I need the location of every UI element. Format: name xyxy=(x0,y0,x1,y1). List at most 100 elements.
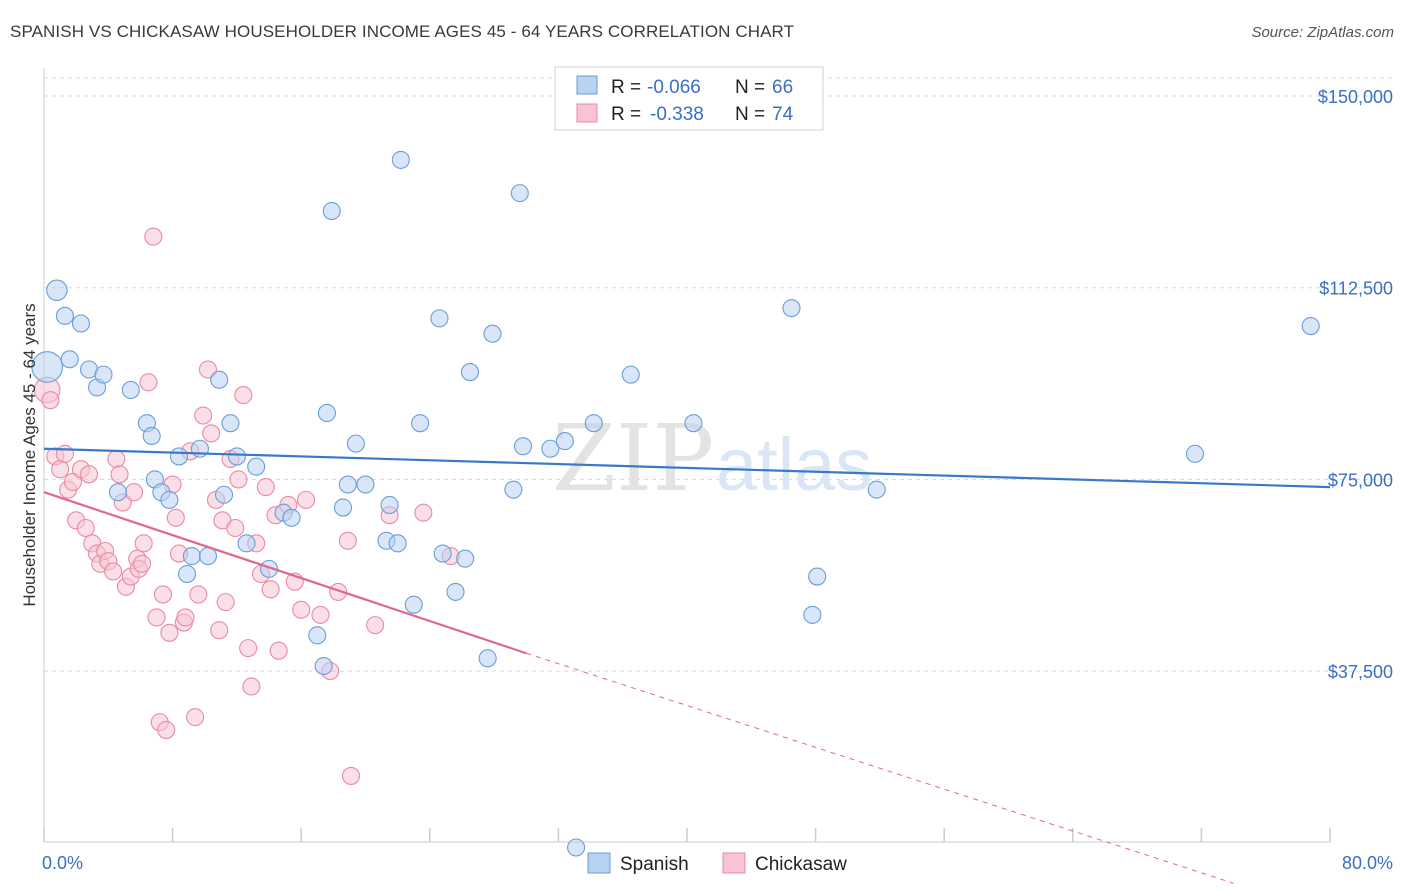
spanish-point-16 xyxy=(178,564,197,584)
axes xyxy=(43,68,1331,843)
spanish-point-52 xyxy=(513,437,533,456)
spanish-point-24 xyxy=(237,534,256,553)
watermark-atlas: atlas xyxy=(716,423,872,506)
chickasaw-point-16 xyxy=(104,562,123,581)
chickasaw-point-10 xyxy=(79,465,99,484)
spanish-points xyxy=(31,150,1320,857)
x-tick-label-1: 80.0% xyxy=(1342,853,1393,873)
spanish-point-19 xyxy=(198,547,218,566)
chart-title: SPANISH VS CHICKASAW HOUSEHOLDER INCOME … xyxy=(10,22,795,41)
spanish-point-32 xyxy=(322,201,341,221)
chickasaw-point-57 xyxy=(256,478,275,497)
spanish-point-58 xyxy=(684,414,703,433)
spanish-point-61 xyxy=(808,567,827,586)
spanish-point-30 xyxy=(314,656,333,676)
spanish-point-2 xyxy=(55,306,74,325)
spanish-point-42 xyxy=(411,414,430,433)
spanish-point-41 xyxy=(404,595,423,614)
series-legend-spanish: Spanish xyxy=(620,854,689,875)
spanish-point-22 xyxy=(221,414,240,433)
chickasaw-point-27 xyxy=(139,373,158,392)
chickasaw-point-48 xyxy=(216,593,235,612)
chickasaw-point-64 xyxy=(296,490,316,509)
chickasaw-point-17 xyxy=(107,449,126,469)
chickasaw-point-67 xyxy=(329,582,348,601)
spanish-point-14 xyxy=(160,490,179,509)
spanish-point-47 xyxy=(460,363,480,382)
spanish-point-38 xyxy=(380,495,399,515)
spanish-point-39 xyxy=(388,534,407,553)
chickasaw-points xyxy=(33,227,460,785)
spanish-point-57 xyxy=(621,365,640,384)
spanish-point-7 xyxy=(94,365,113,384)
spanish-point-21 xyxy=(214,485,234,504)
spanish-point-1 xyxy=(46,279,68,302)
chickasaw-point-3 xyxy=(51,460,70,479)
spanish-point-54 xyxy=(555,432,574,451)
spanish-point-23 xyxy=(227,447,246,466)
spanish-point-63 xyxy=(1185,444,1205,463)
chickasaw-point-1 xyxy=(41,391,60,410)
chickasaw-point-43 xyxy=(198,360,218,379)
y-tick-label-3: $150,000 xyxy=(1318,87,1393,107)
legend-n-label: N = xyxy=(735,77,765,98)
spanish-point-31 xyxy=(317,403,336,423)
spanish-point-20 xyxy=(210,370,229,389)
x-tick-labels: 0.0% 80.0% xyxy=(42,853,1393,873)
chickasaw-point-54 xyxy=(242,677,261,696)
chickasaw-point-32 xyxy=(157,720,176,739)
chickasaw-point-22 xyxy=(124,483,144,502)
spanish-point-43 xyxy=(430,309,449,328)
spanish-point-36 xyxy=(356,475,375,494)
chickasaw-trend-line xyxy=(43,491,527,655)
chickasaw-point-31 xyxy=(153,585,173,604)
spanish-point-25 xyxy=(247,457,266,476)
chickasaw-point-28 xyxy=(144,227,163,246)
chickasaw-point-51 xyxy=(229,470,248,489)
legend-r-label: R = xyxy=(611,77,641,98)
spanish-point-60 xyxy=(803,605,822,624)
spanish-point-8 xyxy=(108,483,127,502)
series-legend-chickasaw: Chickasaw xyxy=(755,854,847,875)
spanish-point-26 xyxy=(259,559,279,578)
chickasaw-point-38 xyxy=(176,608,195,627)
chickasaw-point-41 xyxy=(189,585,208,604)
spanish-point-48 xyxy=(478,649,497,668)
spanish-point-53 xyxy=(541,439,560,458)
legend-r-value-spanish: -0.066 xyxy=(647,77,701,98)
chickasaw-point-4 xyxy=(55,444,74,463)
chickasaw-point-70 xyxy=(366,616,385,635)
chickasaw-point-40 xyxy=(186,708,205,727)
spanish-point-33 xyxy=(333,498,353,517)
chickasaw-point-6 xyxy=(63,472,82,492)
chickasaw-point-26 xyxy=(134,534,153,553)
chickasaw-point-18 xyxy=(110,465,129,484)
spanish-trend-line xyxy=(43,447,1331,489)
spanish-point-34 xyxy=(338,475,357,494)
chickasaw-point-46 xyxy=(210,621,229,640)
y-tick-labels: $37,500 $75,000 $112,500 $150,000 xyxy=(1318,87,1393,682)
spanish-point-56 xyxy=(584,414,603,433)
chickasaw-point-60 xyxy=(269,641,288,660)
spanish-point-49 xyxy=(483,324,502,343)
chickasaw-point-33 xyxy=(160,623,179,642)
legend-swatch-spanish xyxy=(576,75,598,95)
correlation-legend: R = -0.066 N = 66 R = -0.338 N = 74 xyxy=(554,66,824,131)
spanish-point-4 xyxy=(71,314,91,333)
spanish-point-35 xyxy=(346,434,365,453)
spanish-point-29 xyxy=(308,626,327,645)
chickasaw-point-65 xyxy=(311,605,330,624)
legend-r-value-chickasaw: -0.338 xyxy=(650,104,704,125)
spanish-point-40 xyxy=(391,150,410,169)
legend-n-value-spanish: 66 xyxy=(772,77,793,98)
chickasaw-point-42 xyxy=(194,406,213,425)
spanish-point-64 xyxy=(1301,317,1320,336)
spanish-point-18 xyxy=(190,439,209,458)
chickasaw-point-25 xyxy=(133,554,152,573)
spanish-point-3 xyxy=(60,350,79,369)
trend-lines xyxy=(43,447,1331,884)
chickasaw-point-72 xyxy=(414,503,433,522)
chickasaw-point-50 xyxy=(226,518,245,538)
spanish-point-44 xyxy=(433,544,452,563)
legend-swatch-chickasaw xyxy=(576,103,598,123)
